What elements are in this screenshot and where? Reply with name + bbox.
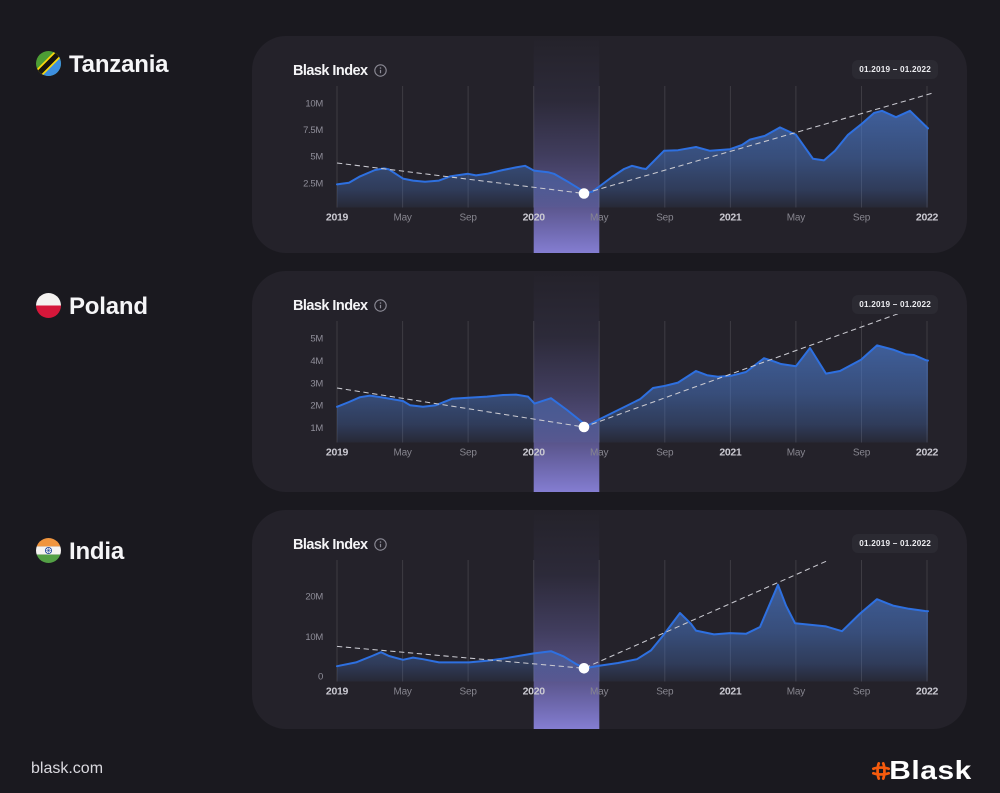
svg-text:2019: 2019: [326, 447, 349, 459]
svg-text:2020: 2020: [523, 212, 546, 224]
svg-text:May: May: [787, 687, 805, 698]
svg-text:Sep: Sep: [459, 448, 477, 459]
svg-text:20M: 20M: [305, 591, 323, 602]
svg-text:Sep: Sep: [656, 687, 674, 698]
svg-text:2022: 2022: [916, 212, 939, 224]
svg-text:May: May: [787, 213, 805, 224]
svg-text:May: May: [393, 213, 411, 224]
svg-text:2019: 2019: [326, 686, 349, 698]
svg-text:Sep: Sep: [853, 213, 871, 224]
svg-text:May: May: [393, 687, 411, 698]
svg-text:10M: 10M: [305, 99, 323, 110]
svg-text:2022: 2022: [916, 447, 939, 459]
svg-text:May: May: [590, 448, 608, 459]
svg-text:2021: 2021: [719, 686, 742, 698]
svg-text:3M: 3M: [310, 378, 323, 389]
svg-text:Sep: Sep: [853, 687, 871, 698]
svg-text:2020: 2020: [523, 447, 546, 459]
svg-text:2020: 2020: [523, 686, 546, 698]
svg-text:Sep: Sep: [656, 448, 674, 459]
svg-text:2019: 2019: [326, 212, 349, 224]
svg-text:Sep: Sep: [459, 687, 477, 698]
svg-text:0: 0: [318, 672, 323, 683]
svg-text:May: May: [393, 448, 411, 459]
svg-text:2022: 2022: [916, 686, 939, 698]
svg-text:May: May: [590, 213, 608, 224]
svg-text:Sep: Sep: [853, 448, 871, 459]
svg-text:10M: 10M: [305, 632, 323, 643]
svg-text:May: May: [787, 448, 805, 459]
svg-text:2021: 2021: [719, 212, 742, 224]
svg-text:Sep: Sep: [459, 213, 477, 224]
svg-text:5M: 5M: [310, 151, 323, 162]
svg-text:2M: 2M: [310, 401, 323, 412]
svg-text:4M: 4M: [310, 356, 323, 367]
svg-text:1M: 1M: [310, 423, 323, 434]
svg-text:May: May: [590, 687, 608, 698]
svg-text:2.5M: 2.5M: [303, 178, 323, 189]
svg-text:5M: 5M: [310, 334, 323, 345]
svg-text:2021: 2021: [719, 447, 742, 459]
svg-text:Sep: Sep: [656, 213, 674, 224]
svg-text:7.5M: 7.5M: [303, 125, 323, 136]
